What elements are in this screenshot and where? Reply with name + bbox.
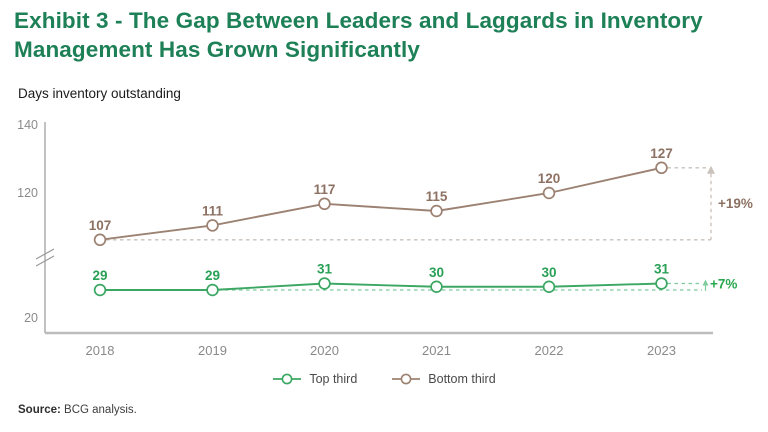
legend-item-top-third: Top third bbox=[272, 372, 357, 386]
up-arrow-icon bbox=[707, 165, 715, 174]
value-label-top-third: 31 bbox=[317, 262, 333, 277]
exhibit-title: Exhibit 3 - The Gap Between Leaders and … bbox=[14, 6, 714, 64]
series-line-top-third bbox=[100, 282, 662, 291]
y-tick-label: 140 bbox=[17, 118, 38, 132]
change-label-bottom-third: +19% bbox=[718, 196, 753, 211]
series-line-bottom-third bbox=[99, 166, 662, 241]
data-point-top-third bbox=[206, 283, 219, 297]
y-tick-label: 120 bbox=[17, 186, 38, 200]
data-point-bottom-third bbox=[655, 161, 668, 175]
source-text: BCG analysis. bbox=[60, 404, 137, 416]
value-label-top-third: 30 bbox=[429, 265, 444, 280]
source-label: Source: bbox=[18, 404, 61, 416]
x-tick-label: 2023 bbox=[647, 343, 676, 358]
data-point-bottom-third bbox=[93, 233, 107, 247]
source-note: Source: BCG analysis. bbox=[18, 404, 137, 416]
data-point-top-third bbox=[542, 280, 556, 294]
chart-svg: 140 120 20 2018 2019 2020 2021 2022 2023 29 29 31 30… bbox=[17, 118, 753, 358]
data-point-bottom-third bbox=[542, 186, 556, 200]
data-point-top-third bbox=[430, 280, 443, 294]
value-label-top-third: 30 bbox=[541, 265, 556, 280]
data-point-top-third bbox=[318, 277, 331, 290]
x-tick-label: 2021 bbox=[422, 343, 451, 358]
value-label-bottom-third: 127 bbox=[650, 146, 673, 161]
x-tick-label: 2022 bbox=[535, 343, 564, 358]
x-tick-label: 2020 bbox=[310, 343, 339, 358]
axis-break-icon bbox=[35, 248, 55, 260]
legend-marker-bottom-third-icon bbox=[392, 373, 421, 385]
value-label-bottom-third: 111 bbox=[202, 203, 224, 218]
legend-label-bottom-third: Bottom third bbox=[428, 372, 496, 386]
value-label-bottom-third: 115 bbox=[426, 189, 448, 204]
value-label-top-third: 29 bbox=[205, 268, 220, 283]
exhibit-title-line1: Exhibit 3 - The Gap Between Leaders and … bbox=[14, 8, 703, 33]
up-arrow-icon bbox=[702, 279, 709, 286]
data-point-bottom-third bbox=[430, 204, 443, 218]
exhibit-title-line2: Management Has Grown Significantly bbox=[14, 37, 420, 62]
value-label-bottom-third: 120 bbox=[538, 171, 561, 186]
chart-legend: Top third Bottom third bbox=[0, 372, 768, 386]
change-label-top-third: +7% bbox=[710, 277, 737, 292]
legend-marker-top-third-icon bbox=[273, 373, 302, 385]
value-label-bottom-third: 117 bbox=[314, 182, 336, 197]
legend-label-top-third: Top third bbox=[309, 372, 358, 386]
value-label-top-third: 31 bbox=[654, 262, 670, 277]
value-label-bottom-third: 107 bbox=[89, 218, 112, 233]
legend-item-bottom-third: Bottom third bbox=[391, 372, 496, 386]
data-point-bottom-third bbox=[206, 219, 219, 232]
y-tick-label: 20 bbox=[24, 311, 38, 325]
data-point-top-third bbox=[655, 277, 668, 290]
x-tick-label: 2018 bbox=[86, 343, 115, 358]
data-point-bottom-third bbox=[318, 197, 331, 211]
y-axis-unit-label: Days inventory outstanding bbox=[18, 86, 181, 101]
data-point-top-third bbox=[93, 283, 107, 297]
x-tick-label: 2019 bbox=[198, 343, 227, 358]
value-label-top-third: 29 bbox=[92, 268, 107, 283]
axis-break-icon bbox=[35, 255, 55, 267]
